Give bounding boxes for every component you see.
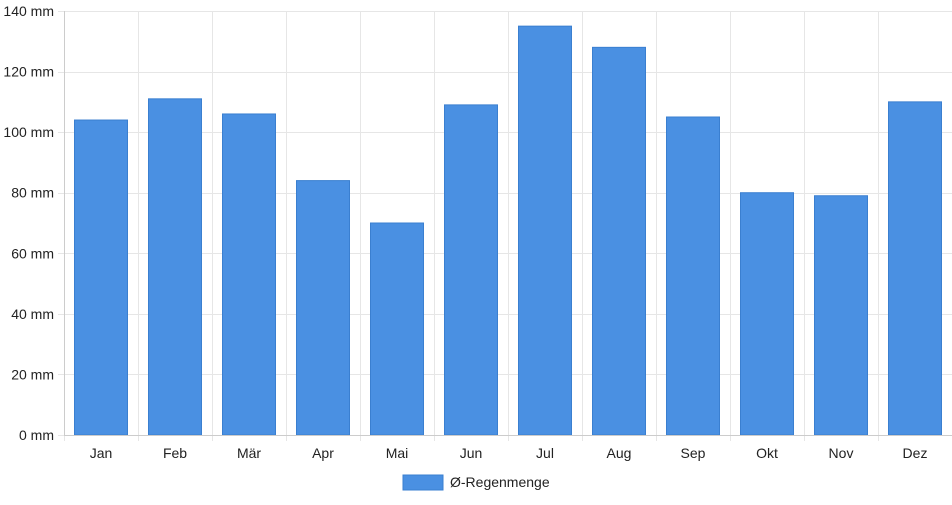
bar <box>148 98 202 436</box>
x-tick-label: Okt <box>756 445 778 461</box>
y-tick-label: 40 mm <box>11 306 54 322</box>
y-tick-label: 80 mm <box>11 185 54 201</box>
x-tick-label: Mai <box>386 445 409 461</box>
x-tick-label: Sep <box>681 445 706 461</box>
axis-layer: 0 mm 20 mm 40 mm 60 mm 80 mm 100 mm 120 mm 140 … <box>3 3 952 461</box>
legend-swatch[interactable] <box>402 474 444 491</box>
bar <box>814 195 868 436</box>
legend[interactable]: Ø-Regenmenge <box>402 474 550 491</box>
y-tick-label: 60 mm <box>11 245 54 261</box>
x-tick-label: Aug <box>607 445 632 461</box>
x-tick-label: Apr <box>312 445 334 461</box>
bar <box>296 180 350 436</box>
y-tick-label: 120 mm <box>3 64 54 80</box>
x-tick-label: Dez <box>903 445 928 461</box>
y-tick-label: 20 mm <box>11 366 54 382</box>
bar <box>518 25 572 436</box>
y-tick-label: 140 mm <box>3 3 54 19</box>
y-tick-label: 0 mm <box>19 427 54 443</box>
bar-layer <box>74 25 942 436</box>
legend-label[interactable]: Ø-Regenmenge <box>450 474 550 490</box>
x-tick-label: Nov <box>829 445 854 461</box>
bar <box>740 192 794 436</box>
x-tick-label: Jun <box>460 445 483 461</box>
bar <box>888 101 942 436</box>
bar <box>592 46 646 436</box>
x-tick-label: Feb <box>163 445 187 461</box>
bar <box>222 113 276 436</box>
y-tick-label: 100 mm <box>3 124 54 140</box>
bar <box>666 116 720 436</box>
bar <box>444 104 498 436</box>
x-tick-label: Mär <box>237 445 261 461</box>
x-tick-label: Jul <box>536 445 554 461</box>
bar <box>74 119 128 436</box>
bar <box>370 222 424 436</box>
grid-layer <box>58 11 952 441</box>
x-tick-label: Jan <box>90 445 113 461</box>
